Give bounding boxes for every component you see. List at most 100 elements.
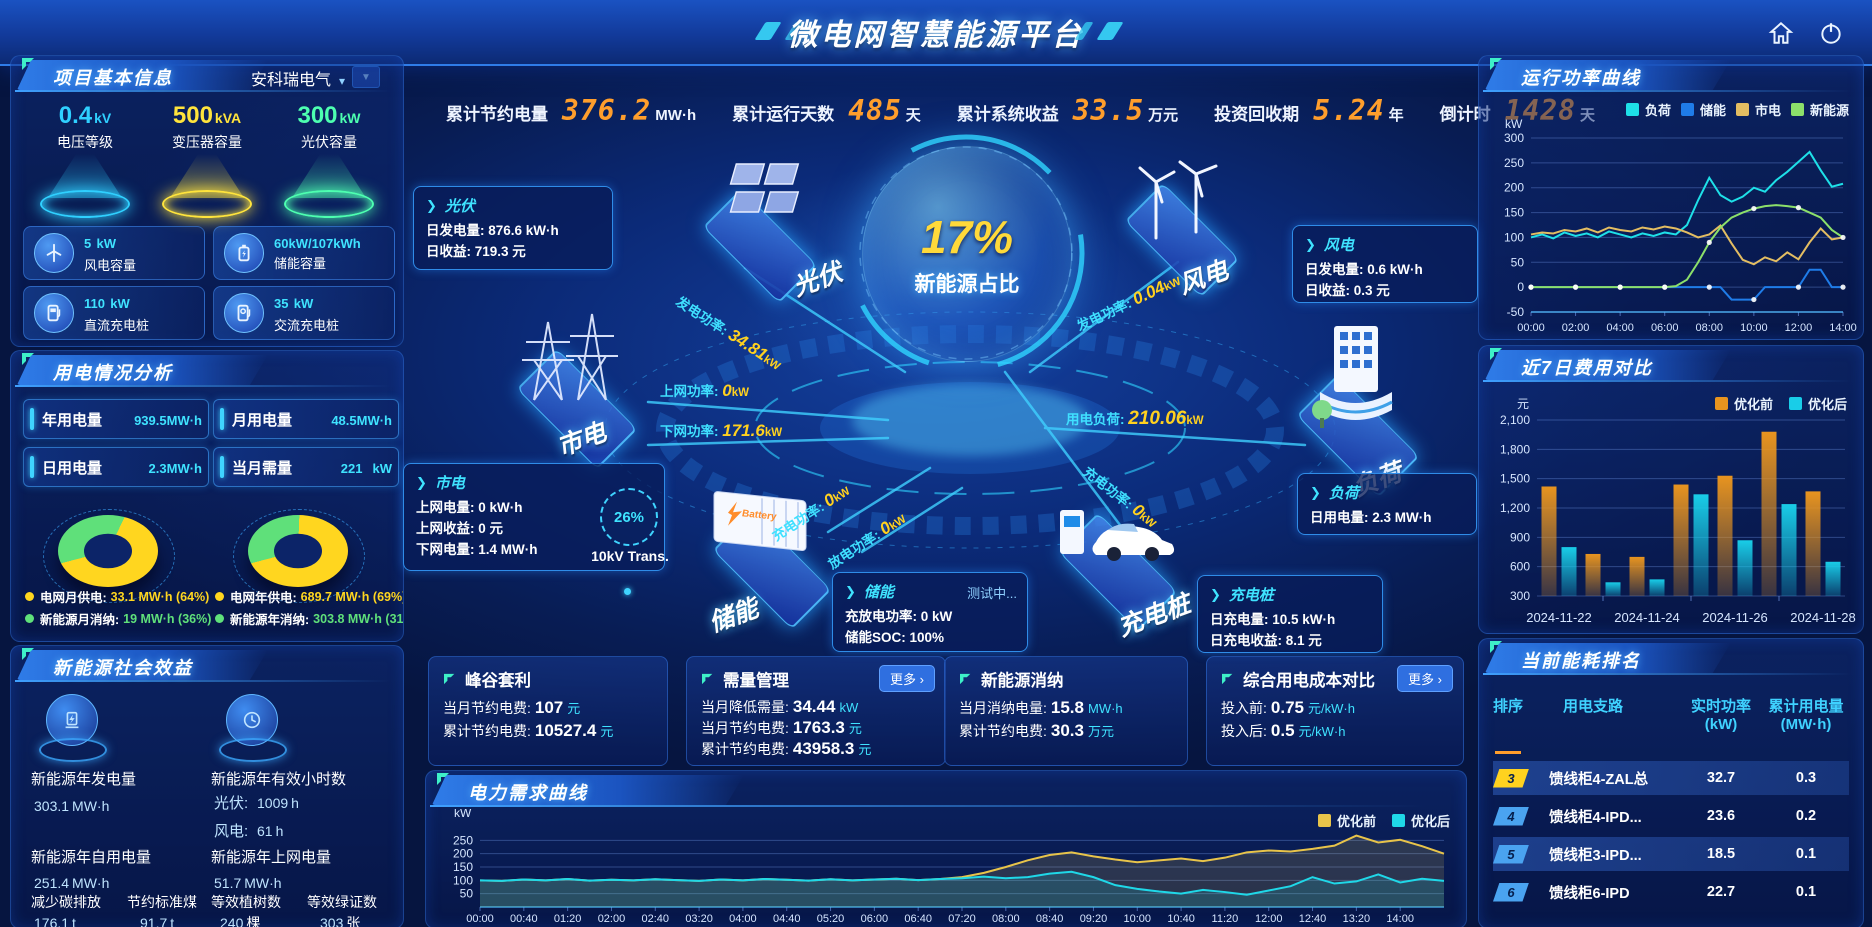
svg-text:Battery: Battery: [742, 508, 777, 523]
building-icon[interactable]: [1300, 318, 1410, 438]
home-button[interactable]: [1762, 14, 1800, 52]
kpi-renewable-consumption: 新能源消纳 当月消纳电量: 15.8 MW·h 累计节约电费: 30.3 万元: [944, 656, 1188, 766]
solar-panels-icon[interactable]: [700, 158, 810, 242]
svg-text:200: 200: [1504, 181, 1524, 195]
clock-icon: [219, 694, 287, 762]
stat-monthly-usage: 月用电量 48.5MW·h: [213, 399, 399, 439]
transformer-dot: [624, 588, 631, 595]
table-row[interactable]: 6 馈线柜6-IPD 22.7 0.1: [1493, 875, 1849, 909]
stat-system-revenue: 累计系统收益 33.5 万元: [939, 94, 1196, 127]
svg-text:1,500: 1,500: [1500, 472, 1530, 486]
svg-text:kW: kW: [454, 809, 472, 820]
table-row[interactable]: 5 馈线柜3-IPD... 18.5 0.1: [1493, 837, 1849, 871]
donut-annual-supply: [223, 493, 373, 603]
stat-monthly-demand: 当月需量 221 kW: [213, 447, 399, 487]
flow-load-power: 用电负荷: 210.06kW: [1066, 408, 1204, 429]
svg-text:100: 100: [1504, 230, 1524, 244]
kpi-cost-comparison: 综合用电成本对比 更多 › 投入前: 0.75 元/kW·h 投入后: 0.5 元/kW…: [1206, 656, 1464, 766]
panel-title: 近7日费用对比: [1521, 358, 1654, 378]
svg-text:13:20: 13:20: [1343, 913, 1371, 925]
table-row[interactable]: 4 馈线柜4-IPD... 23.6 0.2: [1493, 799, 1849, 833]
rank-badge: 4: [1493, 806, 1529, 826]
stat-payback-period: 投资回收期 5.24 年: [1214, 93, 1404, 127]
benefit-certs-label: 等效绿证数: [307, 894, 377, 910]
transformer-load-circle: 26%: [600, 488, 658, 546]
infobox-pv: ❯ 光伏 日发电量: 876.6 kW·h 日收益: 719.3 元: [413, 186, 613, 270]
benefit-co2-label: 减少碳排放: [31, 894, 101, 910]
svg-text:02:00: 02:00: [598, 913, 626, 925]
legend-renewable-annual: 新能源年消纳:303.8 MW·h (31%): [215, 609, 403, 628]
wind-turbines-icon[interactable]: [1120, 138, 1240, 242]
card-corner-icon: [444, 673, 455, 685]
card-dc-charger: 110 kW 直流充电桩: [23, 286, 205, 340]
kpi-peak-valley-arbitrage: 峰谷套利 当月节约电费: 107 元 累计节约电费: 10527.4 元: [428, 656, 668, 766]
power-towers-icon[interactable]: [512, 300, 632, 404]
legend-dot: [215, 592, 224, 601]
page-title: 微电网智慧能源平台: [787, 19, 1085, 52]
panel-cost-comparison: 近7日费用对比 优化前 优化后 300 600 900 1,200 1,500 1,800 2…: [1478, 345, 1864, 634]
benefit-wind-hours: 风电: 61 h: [214, 823, 284, 840]
arrow-icon: ❯: [416, 474, 427, 490]
table-row[interactable]: 3 馈线柜4-ZAL总 32.7 0.3: [1493, 761, 1849, 795]
renewable-share-label: 新能源占比: [914, 273, 1020, 296]
svg-text:10:00: 10:00: [1740, 322, 1768, 334]
infobox-grid: ❯ 市电 上网电量: 0 kW·h 上网收益: 0 元 下网电量: 1.4 MW·…: [403, 463, 665, 571]
svg-text:200: 200: [453, 847, 473, 861]
ac-charger-icon: [224, 293, 264, 333]
panel-corner-icon: [1490, 348, 1502, 360]
svg-text:2,100: 2,100: [1500, 413, 1530, 427]
spotlight-pv-capacity: 300 kW 光伏容量: [269, 102, 389, 218]
panel-header: 运行功率曲线: [1479, 56, 1863, 92]
glow-pad: [162, 190, 252, 218]
power-button[interactable]: [1812, 14, 1850, 52]
glow-pad: [284, 190, 374, 218]
spotlight-transformer-capacity: 500 kVA 变压器容量: [147, 102, 267, 218]
panel-title: 新能源社会效益: [53, 658, 193, 678]
svg-text:07:20: 07:20: [948, 913, 976, 925]
flow-import-power: 下网功率: 171.6kW: [660, 421, 783, 440]
ranking-table-header: 排序 用电支路 实时功率 (kW) 累计用电量 (MW·h): [1493, 695, 1849, 733]
more-button[interactable]: 更多 ›: [1397, 665, 1453, 692]
panel-title: 电力需求曲线: [468, 783, 588, 803]
power-chart-legend: 负荷 储能 市电 新能源: [1625, 100, 1849, 119]
panel-corner-icon: [1490, 641, 1502, 653]
infobox-load: ❯ 负荷 日用电量: 2.3 MW·h: [1297, 473, 1477, 535]
ranking-accent-bar: [1495, 751, 1521, 754]
svg-text:04:00: 04:00: [1606, 322, 1634, 334]
demand-chart-legend: 优化前 优化后: [1317, 811, 1450, 830]
benefit-trees-label: 等效植树数: [211, 894, 281, 910]
rank-badge: 5: [1493, 844, 1529, 864]
arrow-icon: ❯: [1305, 236, 1316, 252]
dc-charger-icon: [34, 293, 74, 333]
svg-text:50: 50: [1511, 255, 1525, 269]
benefit-hours-label: 新能源年有效小时数: [211, 771, 347, 788]
rank-badge: 6: [1493, 882, 1529, 902]
battery-container-icon[interactable]: Battery: [702, 482, 832, 566]
svg-text:06:40: 06:40: [904, 913, 932, 925]
more-button[interactable]: 更多 ›: [879, 665, 935, 692]
svg-text:150: 150: [453, 860, 473, 874]
svg-text:1,800: 1,800: [1500, 442, 1530, 456]
sphere-arcs: [847, 134, 1085, 372]
legend-dot: [215, 614, 224, 623]
svg-text:04:00: 04:00: [729, 913, 757, 925]
ev-charger-icon[interactable]: [1048, 490, 1188, 570]
company-selector[interactable]: 安科瑞电气: [251, 66, 345, 90]
panel-title: 当前能耗排名: [1521, 651, 1641, 671]
svg-text:00:40: 00:40: [510, 913, 538, 925]
light-cone: [292, 154, 366, 198]
svg-text:14:00: 14:00: [1386, 913, 1414, 925]
rank-badge: 3: [1493, 768, 1529, 788]
panel-corner-icon: [1490, 58, 1502, 70]
card-corner-icon: [1222, 673, 1233, 685]
legend-grid-annual: 电网年供电: 689.7 MW·h (69%): [215, 587, 403, 606]
benefit-self-value: 251.4 MW·h: [34, 875, 110, 891]
panel-corner-icon: [22, 58, 34, 70]
panel-title: 项目基本信息: [53, 68, 173, 88]
panel-header: 电力需求曲线: [426, 771, 1466, 807]
col-energy: 累计用电量 (MW·h): [1768, 698, 1844, 733]
svg-text:08:40: 08:40: [1036, 913, 1064, 925]
infobox-charger: ❯ 充电桩 日充电量: 10.5 kW·h 日充电收益: 8.1 元: [1197, 575, 1383, 653]
renewable-share-sphere: 17% 新能源占比: [862, 146, 1072, 362]
donut-monthly-supply: [33, 493, 183, 603]
